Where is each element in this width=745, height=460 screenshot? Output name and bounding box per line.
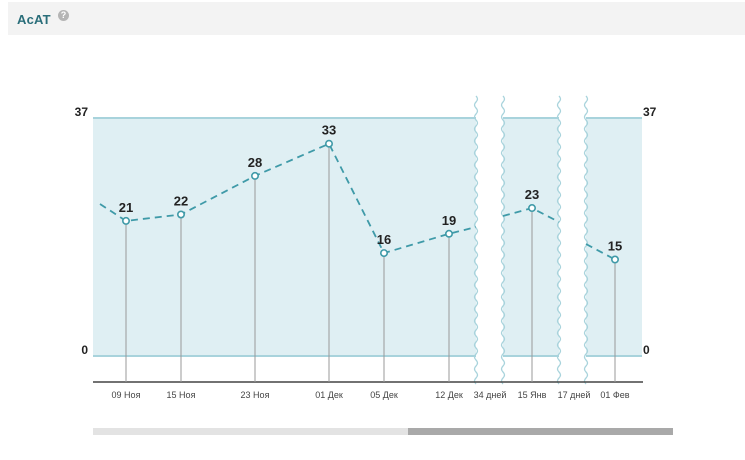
data-label-3: 33 [322, 123, 336, 138]
x-tick-label-1: 15 Ноя [167, 390, 196, 400]
chart-title: AcAT [17, 12, 51, 27]
series-line-1 [99, 142, 477, 255]
gap-label-0: 34 дней [474, 390, 507, 400]
axis-break-1 [500, 95, 506, 385]
data-point-4 [379, 249, 388, 258]
data-point-3 [324, 139, 333, 148]
help-icon[interactable]: ? [58, 10, 69, 21]
series-line-3 [585, 243, 616, 261]
x-tick-label-2: 23 Ноя [241, 390, 270, 400]
gap-label-1: 17 дней [558, 390, 591, 400]
x-tick-label-5: 12 Дек [435, 390, 463, 400]
chart-header: AcAT ? [8, 2, 745, 35]
axis-break-2 [556, 95, 562, 385]
range-band-0 [93, 118, 476, 356]
x-tick-label-0: 09 Ноя [112, 390, 141, 400]
data-point-5 [444, 229, 453, 238]
range-band-2 [586, 118, 642, 356]
x-tick-label-6: 15 Янв [518, 390, 547, 400]
data-point-0 [122, 216, 131, 225]
data-label-7: 15 [608, 239, 622, 254]
x-tick-label-4: 05 Дек [370, 390, 398, 400]
y-axis-max-left: 37 [75, 105, 89, 119]
data-point-6 [527, 204, 536, 213]
data-label-0: 21 [119, 200, 133, 215]
axis-break-3 [583, 95, 589, 385]
data-point-2 [251, 171, 260, 180]
data-point-1 [177, 210, 186, 219]
data-label-1: 22 [174, 193, 188, 208]
data-label-4: 16 [377, 232, 391, 247]
axis-break-0 [473, 95, 479, 385]
x-tick-label-3: 01 Дек [315, 390, 343, 400]
x-tick-label-7: 01 Фев [600, 390, 629, 400]
data-label-6: 23 [525, 187, 539, 202]
data-label-2: 28 [248, 155, 262, 170]
y-axis-max-right: 37 [643, 105, 657, 119]
y-axis-min-left: 0 [81, 343, 88, 357]
data-point-7 [610, 255, 619, 264]
data-label-5: 19 [442, 213, 456, 228]
y-axis-min-right: 0 [643, 343, 650, 357]
range-band-1 [503, 118, 559, 356]
chart-scrollbar[interactable] [93, 428, 673, 435]
scrollbar-thumb[interactable] [408, 428, 673, 435]
line-chart: 37 0 37 0 21 09 Ноя 22 15 Ноя 28 23 Ноя 33 01 Дек 16… [75, 95, 657, 400]
